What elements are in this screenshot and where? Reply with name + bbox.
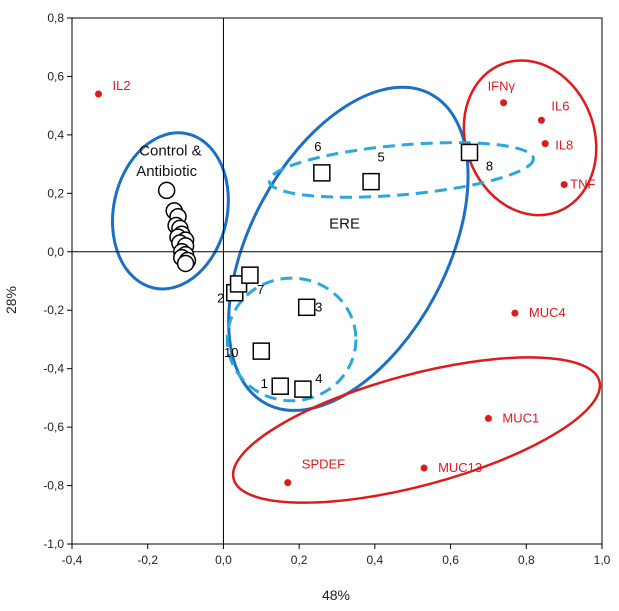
y-tick-label: 0,2: [47, 186, 64, 200]
variable-label: TNF: [570, 177, 595, 192]
variable-label: SPDEF: [302, 457, 345, 472]
x-tick-label: 0,6: [442, 553, 459, 567]
variable-label: IFNγ: [488, 79, 516, 94]
y-tick-label: -0,2: [43, 303, 64, 317]
y-tick-label: 0,4: [47, 128, 64, 142]
variable-label: IL8: [555, 138, 573, 153]
variable-label: MUC13: [438, 460, 482, 475]
cluster-annotation: Antibiotic: [136, 163, 197, 180]
sample-label: 1: [261, 376, 268, 391]
variable-point: [484, 414, 492, 422]
variable-label: IL6: [551, 98, 569, 113]
ere-sample-point: [252, 342, 271, 360]
sample-label: 8: [486, 158, 493, 173]
ere-sample-point: [294, 380, 312, 398]
variable-point: [537, 116, 545, 124]
axes: [67, 17, 603, 549]
sample-label: 7: [257, 282, 264, 297]
variable-point: [541, 140, 549, 148]
variable-point: [560, 181, 568, 189]
plot-frame: [71, 17, 603, 545]
y-tick-label: 0,8: [47, 11, 64, 25]
x-tick-label: 0,0: [215, 553, 232, 567]
x-tick-label: 1,0: [594, 553, 611, 567]
ere-sample-point: [271, 377, 289, 395]
variable-point: [511, 309, 519, 317]
ere-sample-point: [297, 298, 316, 317]
blue-cluster-ellipse: [111, 131, 230, 291]
point-labels: 1 2 3 4 5 6 7 8 10 IL2 IFNγ IL6 IL8 TNF MUC4 MUC1 MUC13 S…: [113, 78, 596, 475]
sample-label: 2: [217, 291, 224, 306]
variable-label: MUC4: [529, 305, 566, 320]
variable-point: [500, 99, 508, 107]
control-antibiotic-point: [157, 181, 176, 200]
x-tick-label: -0,2: [137, 553, 158, 567]
tick-labels: -0,4 -0,2 0,0 0,2 0,4 0,6 0,8 1,0 0,8 0,6 0,4 0,2 0,…: [43, 11, 610, 567]
dashed-cluster-ellipse: [267, 141, 535, 199]
x-tick-label: 0,8: [518, 553, 535, 567]
cluster-annotation: Control &: [139, 142, 202, 159]
ere-sample-point: [241, 266, 259, 284]
y-tick-label: 0,6: [47, 69, 64, 83]
dashed-cluster-ellipse: [225, 276, 358, 403]
red-cluster-ellipse: [462, 59, 598, 217]
variable-point: [95, 90, 102, 98]
sample-label: 5: [377, 150, 384, 165]
x-tick-label: -0,4: [62, 553, 83, 567]
variable-label: MUC1: [502, 410, 539, 425]
ere-sample-point: [313, 164, 331, 182]
variable-point: [284, 479, 292, 487]
control-antibiotic-point: [176, 254, 195, 273]
variable-point: [420, 464, 428, 472]
cluster-ellipses: [111, 59, 602, 504]
x-tick-label: 0,2: [291, 553, 308, 567]
x-axis-label: 48%: [322, 587, 350, 603]
sample-label: 6: [314, 139, 321, 154]
y-tick-label: -1,0: [43, 537, 64, 551]
y-tick-label: -0,4: [43, 362, 64, 376]
data-points: [95, 90, 568, 487]
blue-cluster-ellipse: [227, 85, 470, 412]
red-cluster-ellipse: [231, 356, 602, 504]
ere-sample-point: [362, 172, 380, 191]
ere-sample-point: [460, 143, 479, 162]
variable-label: IL2: [113, 78, 131, 93]
y-tick-label: -0,6: [43, 420, 64, 434]
y-tick-label: -0,8: [43, 479, 64, 493]
sample-label: 4: [315, 371, 322, 386]
sample-label: 10: [224, 345, 238, 360]
y-tick-label: 0,0: [47, 245, 64, 259]
cluster-annotation: ERE: [329, 215, 360, 232]
y-axis-label: 28%: [3, 286, 19, 314]
sample-label: 3: [315, 299, 322, 314]
x-tick-label: 0,4: [367, 553, 384, 567]
